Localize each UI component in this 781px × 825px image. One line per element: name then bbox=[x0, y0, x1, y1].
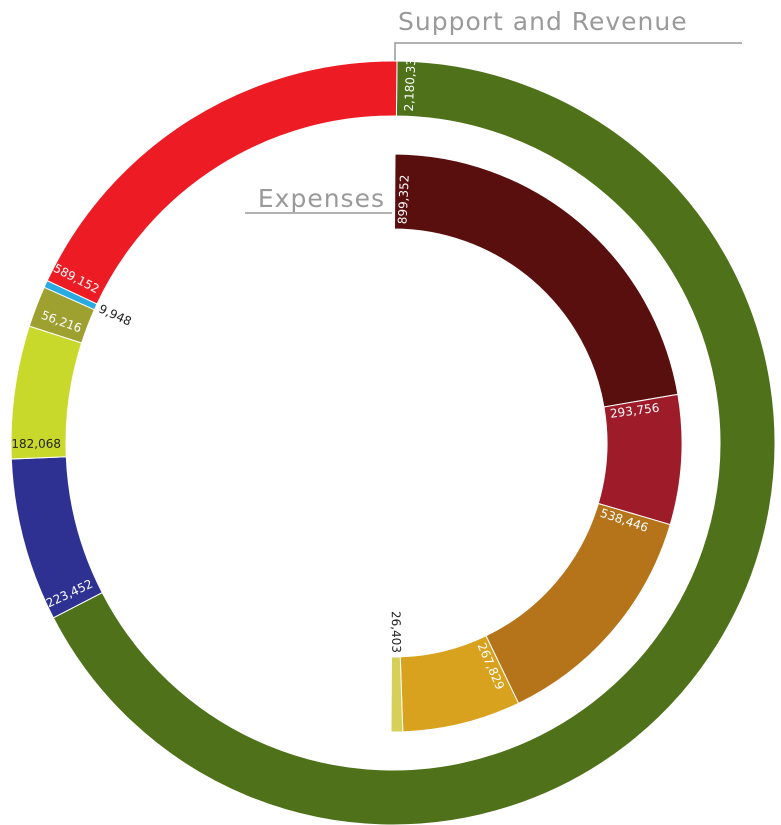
value-label: 26,403 bbox=[389, 611, 404, 653]
ring-segment bbox=[46, 60, 398, 305]
outer-title-leader bbox=[394, 42, 742, 62]
value-label: 182,068 bbox=[11, 437, 61, 451]
inner-title: Expenses bbox=[258, 184, 385, 213]
outer-title: Support and Revenue bbox=[398, 7, 688, 36]
ring-segment bbox=[52, 60, 776, 825]
ring-segment bbox=[390, 656, 404, 733]
value-label: 2,180,339 bbox=[402, 50, 419, 112]
value-label: 293,756 bbox=[609, 401, 660, 421]
value-label: 899,352 bbox=[395, 174, 411, 224]
value-label: 9,948 bbox=[97, 302, 134, 329]
